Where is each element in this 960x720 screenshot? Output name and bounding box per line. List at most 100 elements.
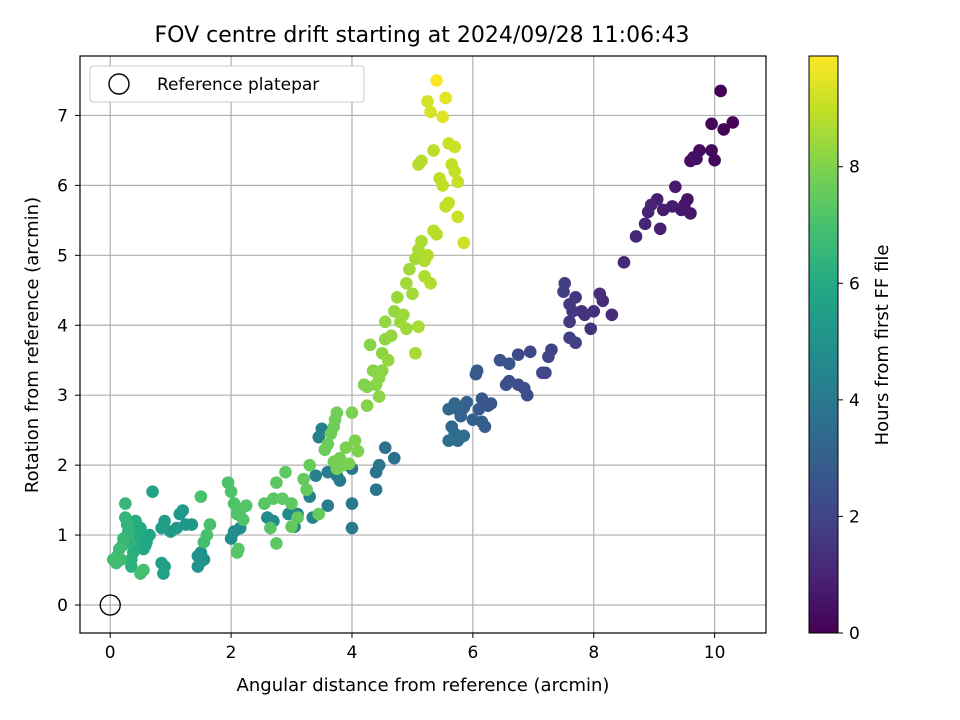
chart-title: FOV centre drift starting at 2024/09/28 … [155,23,690,48]
data-point [493,353,507,367]
data-point [224,532,238,545]
data-point [279,465,292,479]
data-point [397,308,410,322]
data-point [342,457,356,471]
data-point [345,406,359,419]
data-point [536,366,549,380]
data-point [470,364,484,378]
data-point [155,521,168,535]
data-point [297,472,310,486]
data-point [264,521,277,535]
y-tick-label: 0 [57,596,68,616]
data-point [442,402,455,416]
data-point [363,338,377,352]
data-point [451,175,465,189]
colorbar-ticks: 0 2 4 6 8 [838,158,860,644]
data-point [436,110,449,124]
data-point [312,430,326,444]
data-point [523,345,537,359]
data-point [457,236,471,250]
data-point [451,210,465,224]
data-point [137,563,150,577]
data-point [285,520,298,533]
data-point [303,458,316,472]
data-point [475,392,489,406]
data-point [300,483,313,496]
data-point [384,329,398,343]
data-point [593,287,607,301]
legend-reference-marker [108,73,130,95]
data-point [400,277,413,290]
data-point [369,465,383,479]
data-point [442,196,455,210]
data-point [424,277,437,290]
data-point [173,507,187,521]
data-point [360,399,374,412]
reference-platepar-marker [99,594,121,616]
y-tick-label: 6 [57,176,68,196]
data-point [321,499,335,513]
data-point [203,518,217,531]
data-point [321,437,335,451]
data-point [119,511,132,524]
data-point [442,434,455,447]
data-point [717,123,730,136]
data-point [421,249,434,262]
data-point [542,350,555,364]
y-tick-label: 3 [57,386,68,406]
data-point [312,507,326,521]
colorbar-tick-label: 4 [849,391,860,411]
data-point [239,499,253,513]
y-tick-label: 5 [57,246,68,266]
x-tick-label: 8 [588,643,599,663]
y-tick-label: 1 [57,526,68,546]
data-point [430,74,443,87]
data-point [448,165,462,178]
data-point [466,413,480,426]
data-points [99,74,740,616]
data-point [714,84,727,98]
data-point [472,402,486,416]
data-point [415,235,428,248]
data-point [351,444,365,458]
data-point [191,560,205,573]
data-point [708,153,721,167]
data-point [267,492,280,506]
legend-box [89,65,365,103]
data-point [387,451,401,465]
colorbar-label: Hours from first FF file [872,245,893,446]
data-point [270,476,283,489]
data-point [146,485,159,499]
data-point [330,406,344,419]
data-point [403,263,416,276]
plot-area-frame [79,55,767,634]
data-point [194,490,208,503]
y-axis-ticks: 0 1 2 3 4 5 6 7 [57,106,80,616]
data-point [400,322,413,336]
data-point [348,434,362,447]
data-point [131,525,144,538]
data-point [584,322,598,336]
data-point [439,91,452,105]
data-point [605,308,619,322]
data-point [457,429,471,443]
data-point [563,297,576,311]
data-point [705,144,718,157]
data-point [372,390,386,403]
data-point [641,205,655,219]
legend: Reference platepar [89,65,365,103]
data-point [375,364,389,378]
data-point [270,537,283,550]
data-point [430,228,443,241]
data-point [291,511,304,524]
data-point [424,105,437,119]
data-point [157,567,170,580]
data-point [558,277,572,290]
data-point [381,353,395,367]
data-point [378,441,392,454]
data-point [409,346,422,360]
y-tick-label: 7 [57,106,68,126]
y-tick-label: 4 [57,316,68,336]
data-point [436,179,449,192]
